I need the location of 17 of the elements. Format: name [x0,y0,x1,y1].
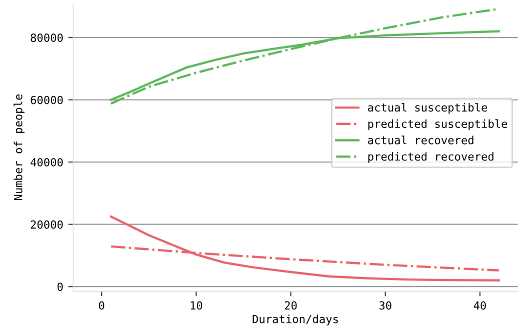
legend-label: predicted susceptible [368,119,508,130]
x-tick-label: 30 [379,301,392,310]
y-tick-label: 60000 [30,96,63,104]
x-axis-title: Duration/days [252,314,338,326]
y-tick-label: 20000 [30,220,63,229]
x-tick-label: 0 [98,301,104,310]
y-axis-title: Number of people [14,94,24,200]
y-tick-label: 40000 [30,158,63,166]
x-tick-label: 40 [474,301,486,310]
legend-label: actual susceptible [368,102,488,114]
x-tick-label: 20 [284,301,297,310]
y-tick-label: 80000 [30,34,63,42]
legend-label: actual recovered [368,136,474,144]
legend-label: predicted recovered [368,152,494,163]
line-series [110,215,500,282]
x-tick-label: 10 [190,301,202,310]
y-tick-label: 0 [58,282,63,292]
